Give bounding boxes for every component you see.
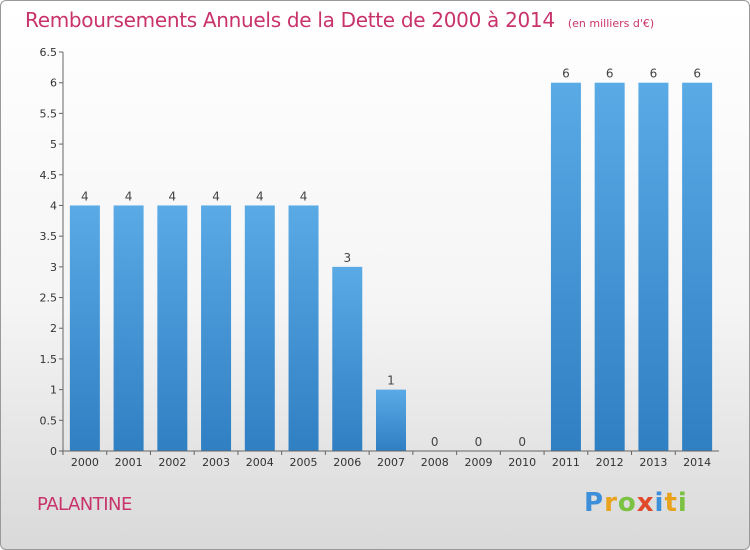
x-tick-label: 2008 bbox=[421, 456, 449, 469]
y-tick-label: 2 bbox=[50, 322, 57, 335]
bar-2007 bbox=[376, 389, 406, 451]
data-label: 4 bbox=[212, 189, 220, 203]
data-label: 0 bbox=[431, 435, 439, 449]
x-tick-label: 2002 bbox=[158, 456, 186, 469]
logo-letter: t bbox=[664, 488, 678, 518]
x-tick-label: 2007 bbox=[377, 456, 405, 469]
chart-title: Remboursements Annuels de la Dette de 20… bbox=[25, 8, 654, 32]
data-label: 4 bbox=[81, 189, 89, 203]
bar-2011 bbox=[550, 82, 581, 451]
logo-letter: P bbox=[584, 488, 605, 518]
x-tick-label: 2009 bbox=[464, 456, 492, 469]
x-tick-label: 2011 bbox=[552, 456, 580, 469]
bar-2000 bbox=[69, 205, 100, 451]
data-label: 6 bbox=[606, 67, 614, 81]
bar-2002 bbox=[157, 205, 188, 451]
y-tick-label: 5 bbox=[50, 138, 57, 151]
data-label: 1 bbox=[387, 374, 395, 388]
y-tick-label: 6 bbox=[50, 77, 57, 90]
y-tick-label: 0 bbox=[50, 445, 57, 458]
bar-2005 bbox=[288, 205, 319, 451]
bar-2004 bbox=[244, 205, 275, 451]
commune-name: PALANTINE bbox=[37, 494, 132, 515]
x-tick-label: 2006 bbox=[333, 456, 361, 469]
logo-letter: x bbox=[636, 488, 655, 518]
x-tick-label: 2000 bbox=[71, 456, 99, 469]
logo-letter: i bbox=[677, 488, 688, 518]
x-tick-label: 2001 bbox=[115, 456, 143, 469]
data-label: 4 bbox=[256, 189, 264, 203]
bar-2001 bbox=[113, 205, 144, 451]
data-label: 4 bbox=[300, 189, 308, 203]
proxiti-logo: Proxiti bbox=[584, 488, 688, 518]
data-label: 4 bbox=[169, 189, 177, 203]
x-tick-label: 2003 bbox=[202, 456, 230, 469]
logo-letter: i bbox=[654, 488, 665, 518]
bar-2003 bbox=[201, 205, 232, 451]
data-label: 0 bbox=[475, 435, 483, 449]
y-tick-label: 2.5 bbox=[40, 292, 58, 305]
y-tick-label: 3 bbox=[50, 261, 57, 274]
bar-2012 bbox=[594, 82, 625, 451]
data-label: 4 bbox=[125, 189, 133, 203]
data-label: 6 bbox=[693, 67, 701, 81]
y-tick-label: 4 bbox=[50, 199, 57, 212]
data-label: 0 bbox=[518, 435, 526, 449]
x-tick-label: 2010 bbox=[508, 456, 536, 469]
title-main: Remboursements Annuels de la Dette de 20… bbox=[25, 8, 555, 32]
data-label: 6 bbox=[562, 67, 570, 81]
data-label: 6 bbox=[650, 67, 658, 81]
y-tick-label: 5.5 bbox=[40, 107, 58, 120]
bar-2013 bbox=[638, 82, 669, 451]
x-tick-label: 2012 bbox=[596, 456, 624, 469]
x-tick-label: 2013 bbox=[639, 456, 667, 469]
bar-2014 bbox=[682, 82, 713, 451]
y-tick-label: 3.5 bbox=[40, 230, 58, 243]
logo-letter: r bbox=[604, 488, 618, 518]
y-tick-label: 1 bbox=[50, 384, 57, 397]
y-tick-label: 0.5 bbox=[40, 414, 58, 427]
data-label: 3 bbox=[343, 251, 351, 265]
bar-2006 bbox=[332, 266, 363, 451]
logo-letter: o bbox=[617, 488, 637, 518]
y-tick-label: 1.5 bbox=[40, 353, 58, 366]
x-tick-label: 2005 bbox=[290, 456, 318, 469]
x-tick-label: 2004 bbox=[246, 456, 274, 469]
y-tick-label: 4.5 bbox=[40, 169, 58, 182]
y-tick-label: 6.5 bbox=[40, 46, 58, 59]
x-tick-label: 2014 bbox=[683, 456, 711, 469]
title-unit: (en milliers d'€) bbox=[567, 17, 655, 30]
